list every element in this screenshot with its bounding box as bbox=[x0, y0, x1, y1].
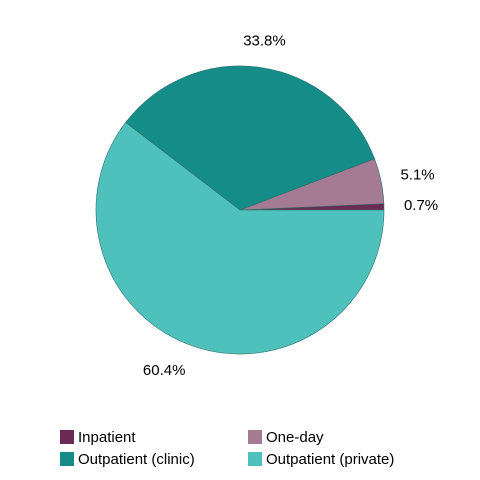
data-label: 33.8% bbox=[243, 33, 286, 50]
pie-slice bbox=[125, 65, 375, 211]
legend-swatch bbox=[60, 430, 74, 444]
data-label: 0.7% bbox=[404, 197, 438, 214]
legend-swatch bbox=[248, 430, 262, 444]
legend-label: Outpatient (private) bbox=[266, 451, 394, 468]
data-label: 5.1% bbox=[400, 166, 434, 183]
legend-label: Inpatient bbox=[78, 429, 136, 446]
data-label: 60.4% bbox=[143, 362, 186, 379]
legend-swatch bbox=[248, 452, 262, 466]
legend-swatch bbox=[60, 452, 74, 466]
legend-label: Outpatient (clinic) bbox=[78, 451, 195, 468]
legend-label: One-day bbox=[266, 429, 324, 446]
pie-slice bbox=[95, 122, 385, 355]
